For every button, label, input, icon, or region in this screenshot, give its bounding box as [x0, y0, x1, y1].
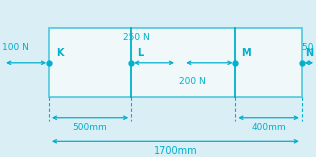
Text: N: N [306, 48, 314, 58]
Text: L: L [137, 48, 143, 58]
Text: 1700mm: 1700mm [154, 146, 197, 156]
Text: 100 N: 100 N [2, 43, 28, 52]
Text: K: K [56, 48, 64, 58]
Text: 400mm: 400mm [251, 123, 286, 132]
Text: 250 N: 250 N [123, 33, 150, 42]
Text: 50 N: 50 N [302, 43, 316, 52]
Text: M: M [241, 48, 251, 58]
Bar [49, 28, 302, 97]
Text: 200 N: 200 N [179, 77, 205, 86]
Text: 500mm: 500mm [73, 123, 107, 132]
